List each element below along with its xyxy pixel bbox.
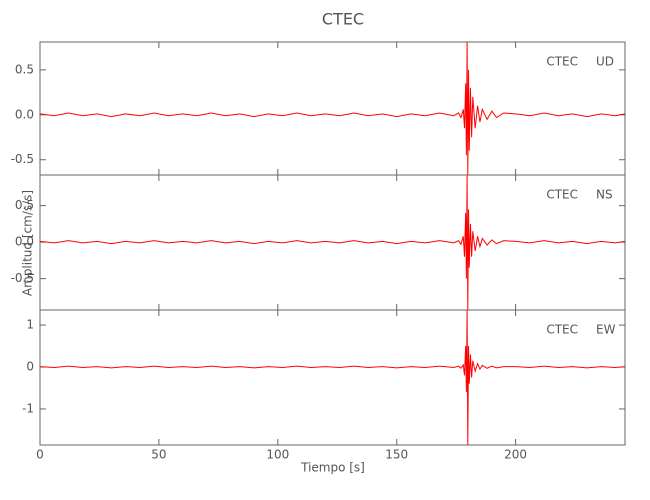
y-tick-label: -0.5 — [11, 271, 34, 285]
chart-title: CTEC — [322, 10, 364, 29]
waveform — [39, 174, 626, 311]
x-tick-label: 0 — [36, 448, 44, 462]
y-tick-label: -0.5 — [11, 152, 34, 166]
panel-frame — [39, 41, 626, 176]
y-axis-label: Amplitud [cm/s/s] — [21, 190, 35, 296]
station-label: CTEC — [546, 188, 578, 202]
y-tick-label: 0.0 — [15, 107, 34, 121]
y-tick-label: 0.5 — [15, 198, 34, 212]
x-tick-label: 200 — [504, 448, 527, 462]
panel-frame — [39, 309, 626, 446]
component-label: NS — [596, 188, 613, 202]
station-label: CTEC — [546, 55, 578, 69]
x-tick-label: 50 — [151, 448, 166, 462]
x-tick-label: 100 — [266, 448, 289, 462]
y-tick-label: -1 — [22, 401, 34, 415]
x-axis-label: Tiempo [s] — [300, 461, 365, 475]
station-label: CTEC — [546, 323, 578, 337]
x-tick-label: 150 — [385, 448, 408, 462]
component-label: EW — [596, 323, 616, 337]
y-tick-label: 0 — [26, 360, 34, 374]
y-tick-label: 0.5 — [15, 62, 34, 76]
component-label: UD — [596, 55, 614, 69]
y-tick-label: 0.0 — [15, 235, 34, 249]
waveform — [39, 41, 626, 176]
y-tick-label: 1 — [26, 318, 34, 332]
waveform — [39, 309, 626, 446]
